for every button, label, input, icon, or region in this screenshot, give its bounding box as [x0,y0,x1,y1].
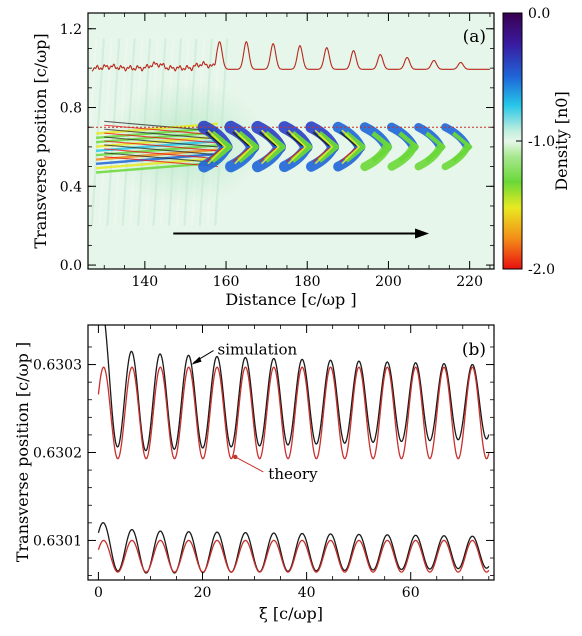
colorbar-tick-label: 0.0 [528,6,550,22]
density-chevron-edge [287,129,307,165]
density-chevron-core [290,130,313,163]
y-tick-label: 0.0 [60,258,82,274]
series-lower-line [97,522,490,574]
density-chevron-edge [312,131,330,147]
x-tick-label: 200 [375,274,402,290]
density-chevron-edge [207,129,227,165]
colorbar-axis: 0.0 -1.0 -2.0 [516,6,555,278]
beam-striation [96,122,219,135]
density-chevron-edge [234,129,253,165]
density-chevron-edge [312,147,330,163]
density-chevron-core [236,130,259,163]
density-chevron-core [263,130,286,163]
density-chevron-core [210,130,233,164]
y-tick-label: 0.4 [60,179,82,195]
density-chevron-edge [205,147,223,163]
x-tick-label: 140 [131,274,158,290]
panel-a-plot-area [88,38,494,239]
x-tick-label: 40 [298,585,316,601]
y-tick-label: 0.6301 [33,533,82,549]
beam-striation [104,152,218,164]
beam-striation [96,152,219,166]
density-chevron-edge [259,147,276,163]
colorbar-tick-label: -1.0 [528,134,555,150]
density-chevron-edge [261,129,280,165]
simulation-leader-arrowhead [191,356,202,365]
panel-b: 0 20 40 60 0.6301 0.6302 0.6303 simulation theo… [13,324,495,623]
density-chevron-edge [285,131,303,147]
density-chevron-edge [232,147,250,163]
theory-upper-line [97,366,490,460]
density-chevron-edge [341,129,361,165]
x-tick-label: 60 [402,585,420,601]
panel-b-ylabel: Transverse position [c/ωp ] [13,342,32,562]
beam-striation [104,144,218,156]
panel-b-xlabel: ξ [c/ωp] [259,604,323,623]
panel-b-plot-area [97,325,490,574]
density-chevron-core [451,131,473,163]
colorbar-tick-label: -2.0 [528,262,555,278]
panel-a-label: (a) [463,27,486,47]
beam-striation [104,148,218,160]
y-tick-label: 0.8 [60,101,82,117]
density-chevron-edge [205,131,223,147]
panel-a-axes: 140 160 180 200 220 0.0 0.4 0.8 1.2 [60,13,494,290]
panel-b-axes: 0 20 40 60 0.6301 0.6302 0.6303 [33,325,494,601]
theory-leader-line [235,456,264,473]
beam-striation [104,128,218,140]
y-tick-label: 0.6303 [33,358,82,374]
series-lower-line [97,539,490,573]
panel-a-xlabel: Distance [c/ωp ] [225,290,356,309]
x-tick-label: 220 [456,274,483,290]
x-tick-label: 160 [213,274,240,290]
beam-striation [104,140,218,152]
simulation-label: simulation [218,341,298,359]
density-chevron-edge [339,147,357,163]
density-chevron-core [425,131,446,163]
beam-striation [104,136,218,148]
density-chevron-edge [259,131,277,147]
y-tick-label: 1.2 [60,22,82,38]
density-chevron-core [398,131,419,163]
colorbar-label: Density [n0] [552,91,571,190]
direction-arrowhead [415,228,430,239]
beam-striation [104,132,218,144]
density-chevron-core [317,131,339,163]
beam-striation [96,157,219,170]
beam-striation [104,124,218,136]
density-trace [91,41,490,72]
density-chevron-core [371,131,393,163]
panel-b-label: (b) [462,340,486,360]
panel-a: 140 160 180 200 220 0.0 0.4 0.8 1.2 (a) Distance… [31,6,571,309]
density-chevron-edge [286,147,303,163]
background-ripple [88,38,98,183]
x-tick-label: 180 [294,274,321,290]
panel-b-annotations: simulation theory [191,341,318,483]
x-tick-label: 20 [194,585,212,601]
density-chevron-core [344,131,366,163]
x-tick-label: 0 [94,585,103,601]
simulation-upper-line [104,325,490,452]
y-tick-label: 0.6302 [33,446,82,462]
panel-a-ylabel: Transverse position [c/ωp] [31,33,50,248]
panel-a-frame [87,12,495,270]
density-chevron-edge [314,129,334,165]
theory-label: theory [268,465,318,483]
density-chevron-edge [339,131,357,147]
density-chevron-edge [232,131,250,147]
